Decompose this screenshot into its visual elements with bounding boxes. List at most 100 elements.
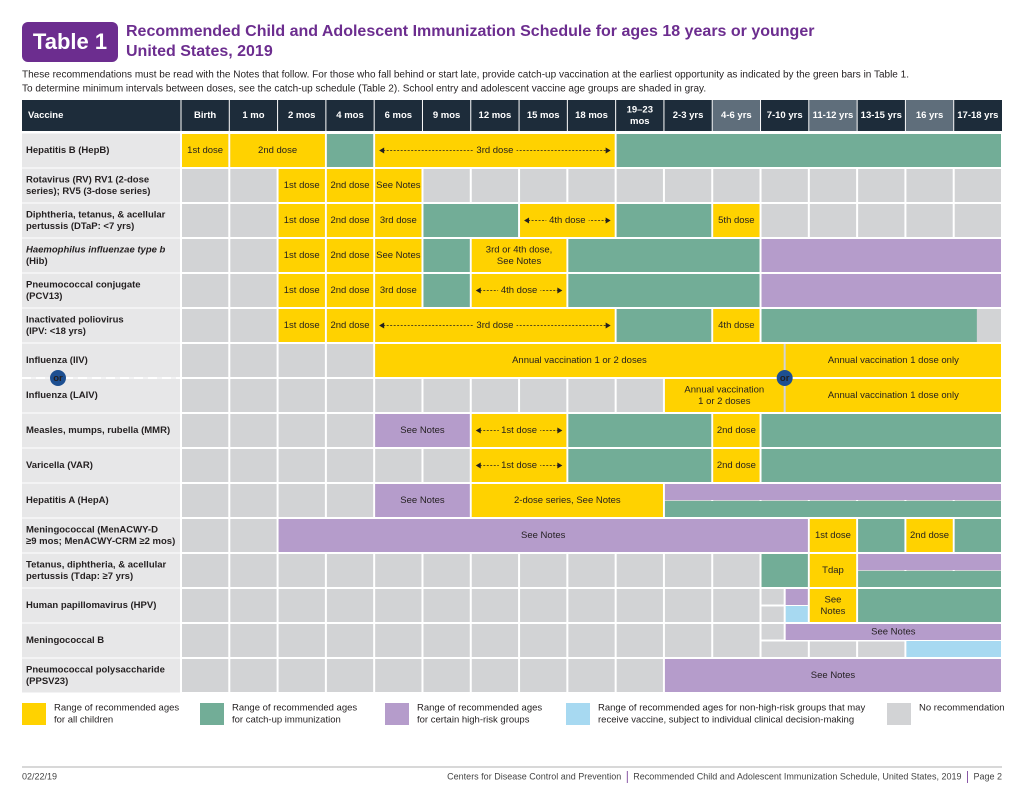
no-rec-cell (616, 554, 663, 587)
no-rec-cell (761, 204, 808, 237)
no-rec-cell (375, 449, 422, 482)
no-rec-cell (230, 169, 277, 202)
no-rec-cell (326, 379, 374, 412)
range-bar (278, 239, 325, 272)
range-bar (785, 589, 808, 605)
range-bar (182, 134, 229, 167)
no-rec-cell (954, 204, 1001, 237)
dose-label: 2nd dose (330, 320, 369, 331)
range-bar (375, 484, 470, 517)
no-rec-cell (423, 554, 470, 587)
range-bar (785, 624, 1001, 640)
vaccine-name: (PCV13) (26, 291, 62, 302)
legend-label: receive vaccine, subject to individual c… (598, 715, 854, 726)
no-rec-cell (568, 169, 615, 202)
dose-label: 1 or 2 doses (698, 396, 751, 407)
no-rec-cell (182, 169, 229, 202)
no-rec-cell (326, 344, 374, 377)
no-rec-cell (423, 379, 470, 412)
no-rec-cell (278, 484, 325, 517)
dose-label: 2-dose series, See Notes (514, 495, 621, 506)
dose-label: 2nd dose (717, 425, 756, 436)
no-rec-cell (616, 659, 663, 692)
range-bar (326, 169, 374, 202)
no-rec-cell (326, 484, 374, 517)
no-rec-cell (182, 274, 229, 307)
title: United States, 2019 (126, 43, 273, 60)
no-rec-cell (326, 554, 374, 587)
range-bar (809, 519, 857, 552)
dose-label: See Notes (811, 670, 856, 681)
vaccine-name: Measles, mumps, rubella (MMR) (26, 425, 170, 436)
range-bar (278, 519, 808, 552)
no-rec-cell (713, 624, 760, 657)
dose-label: 3rd dose (476, 145, 513, 156)
vaccine-cell (22, 588, 180, 623)
legend-swatch (887, 703, 911, 725)
no-rec-cell (182, 379, 229, 412)
dose-label: See Notes (376, 180, 421, 191)
range-bar (761, 309, 977, 342)
range-bar (278, 309, 325, 342)
no-rec-cell (471, 379, 519, 412)
no-rec-cell (182, 204, 229, 237)
no-rec-cell (230, 589, 277, 622)
no-rec-cell (182, 519, 229, 552)
dose-label: See (825, 594, 842, 605)
legend-label: for all children (54, 715, 113, 726)
no-rec-cell (664, 169, 712, 202)
vaccine-name: Hepatitis B (HepB) (26, 145, 109, 156)
legend-label: for catch-up immunization (232, 715, 341, 726)
header-cell: Birth (194, 110, 216, 121)
dose-label: 3rd dose (380, 285, 417, 296)
no-rec-cell (520, 624, 567, 657)
header-cell: 12 mos (479, 110, 512, 121)
header-shade (712, 100, 761, 131)
range-bar (375, 169, 422, 202)
footer-text: Recommended Child and Adolescent Immuniz… (633, 771, 961, 781)
range-bar (278, 274, 325, 307)
footer-text: Centers for Disease Control and Preventi… (447, 771, 621, 781)
range-bar (471, 239, 567, 272)
no-rec-cell (568, 379, 615, 412)
no-rec-cell (182, 414, 229, 447)
badge: Table 1 (33, 29, 107, 54)
vaccine-name: Hepatitis A (HepA) (26, 495, 109, 506)
legend-label: Range of recommended ages (417, 703, 542, 714)
vaccine-name: Pneumococcal polysaccharide (26, 664, 165, 675)
range-bar (713, 204, 760, 237)
header-cell: 13-15 yrs (861, 110, 902, 121)
no-rec-cell (568, 554, 615, 587)
no-rec-cell (230, 239, 277, 272)
range-bar (326, 309, 374, 342)
vaccine-name: Influenza (IIV) (26, 355, 88, 366)
no-rec-cell (520, 589, 567, 622)
no-rec-cell (230, 274, 277, 307)
header-cell: 19–23 (627, 104, 653, 115)
range-bar (326, 134, 374, 167)
range-bar (785, 379, 1001, 412)
dose-label: 1st dose (815, 530, 851, 541)
range-bar (375, 414, 470, 447)
badge-box (22, 22, 118, 62)
range-bar (664, 659, 1001, 692)
or-label: or (780, 373, 790, 384)
header-cell: 16 yrs (916, 110, 943, 121)
range-bar (375, 274, 422, 307)
no-rec-cell (230, 379, 277, 412)
range-bar (326, 204, 374, 237)
dose-label: See Notes (871, 627, 916, 638)
vaccine-name: Meningococcal (MenACWY-D (26, 524, 158, 535)
no-rec-cell (182, 589, 229, 622)
range-bar (954, 519, 1001, 552)
vaccine-name: Rotavirus (RV) RV1 (2-dose (26, 174, 149, 185)
range-bar (761, 449, 1001, 482)
vaccine-cell (22, 623, 180, 658)
vaccine-cell (22, 518, 180, 553)
range-bar (809, 589, 857, 622)
no-rec-cell (520, 169, 567, 202)
dose-label: Annual vaccination 1 dose only (828, 355, 959, 366)
dose-label: 2nd dose (330, 180, 369, 191)
range-bar (326, 239, 374, 272)
